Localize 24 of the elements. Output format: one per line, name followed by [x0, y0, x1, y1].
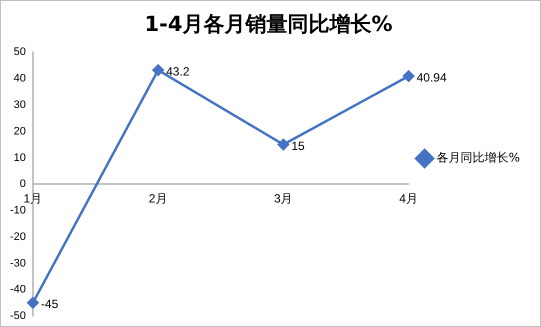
y-tick-label: 40: [14, 72, 26, 85]
data-label: 40.94: [416, 70, 447, 84]
y-tick-label: 30: [14, 98, 26, 111]
x-tick-label: 2月: [148, 192, 168, 206]
x-tick-label: 4月: [399, 192, 418, 206]
y-tick-label: 0: [20, 178, 26, 190]
data-label: -45: [40, 297, 59, 312]
chart-title: 1-4月各月销量同比增长%: [144, 12, 392, 36]
y-tick-label: -10: [10, 204, 26, 217]
legend-label: 各月同比增长%: [436, 150, 520, 165]
y-tick-label: -30: [10, 257, 26, 270]
y-tick-label: -20: [10, 230, 26, 243]
y-tick-label: 20: [14, 125, 26, 138]
data-label: 43.2: [166, 64, 190, 78]
y-tick-label: 10: [14, 152, 26, 164]
y-tick-label: 50: [14, 46, 26, 58]
x-tick-label: 3月: [274, 192, 293, 206]
point: [152, 64, 164, 76]
data-label: 15: [291, 138, 306, 153]
point: [278, 138, 290, 150]
y-tick-label: -50: [10, 310, 26, 322]
y-tick-label: -40: [10, 284, 26, 296]
point: [27, 297, 39, 309]
point: [402, 70, 414, 82]
